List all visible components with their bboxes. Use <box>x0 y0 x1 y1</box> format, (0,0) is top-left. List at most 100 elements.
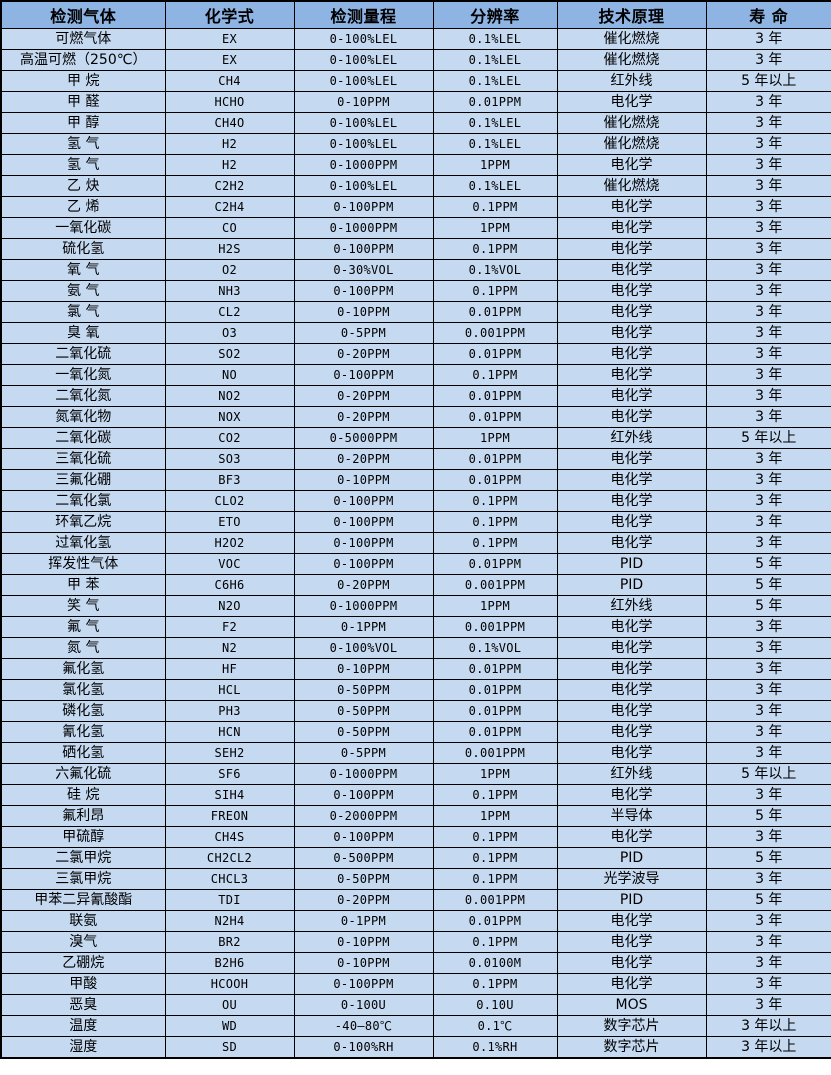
cell-life: 3 年 <box>705 826 831 848</box>
column-header-formula: 化学式 <box>164 0 295 29</box>
cell-res: 0.01PPM <box>432 385 558 407</box>
cell-tech: 电化学 <box>556 511 707 533</box>
cell-range: 0-100PPM <box>293 196 434 218</box>
cell-life: 3 年以上 <box>705 1036 831 1059</box>
cell-life: 5 年 <box>705 847 831 869</box>
cell-formula: H2O2 <box>164 532 295 554</box>
cell-range: 0-100PPM <box>293 973 434 995</box>
column-header-resolution: 分辨率 <box>432 0 558 29</box>
cell-tech: 红外线 <box>556 427 707 449</box>
cell-res: 0.01PPM <box>432 343 558 365</box>
table-header: 检测气体 化学式 检测量程 分辨率 技术原理 寿 命 <box>0 0 831 29</box>
table-body: 可燃气体 EX 0-100%LEL 0.1%LEL 催化燃烧 3 年高温可燃（250℃） E… <box>0 28 831 1059</box>
cell-life: 3 年以上 <box>705 1015 831 1037</box>
cell-range: 0-100%VOL <box>293 637 434 659</box>
cell-range: 0-100PPM <box>293 238 434 260</box>
cell-life: 3 年 <box>705 931 831 953</box>
table-row: 乙硼烷 B2H6 0-10PPM 0.0100M 电化学 3 年 <box>0 952 831 974</box>
cell-range: 0-20PPM <box>293 889 434 911</box>
table-row: 氟利昂 FREON 0-2000PPM 1PPM 半导体 5 年 <box>0 805 831 827</box>
cell-formula: EX <box>164 28 295 50</box>
cell-res: 0.1%RH <box>432 1036 558 1059</box>
cell-range: 0-500PPM <box>293 847 434 869</box>
cell-res: 1PPM <box>432 427 558 449</box>
table-row: 氰化氢 HCN 0-50PPM 0.01PPM 电化学 3 年 <box>0 721 831 743</box>
cell-life: 3 年 <box>705 994 831 1016</box>
cell-gas: 二氧化碳 <box>0 427 166 449</box>
table-row: 氮 气 N2 0-100%VOL 0.1%VOL 电化学 3 年 <box>0 637 831 659</box>
cell-range: 0-100%LEL <box>293 112 434 134</box>
table-row: 氢 气 H2 0-1000PPM 1PPM 电化学 3 年 <box>0 154 831 176</box>
cell-tech: 半导体 <box>556 805 707 827</box>
cell-life: 3 年 <box>705 238 831 260</box>
cell-formula: FREON <box>164 805 295 827</box>
cell-res: 0.01PPM <box>432 679 558 701</box>
cell-res: 0.1%LEL <box>432 70 558 92</box>
cell-range: 0-1000PPM <box>293 217 434 239</box>
cell-gas: 乙 炔 <box>0 175 166 197</box>
cell-life: 5 年 <box>705 805 831 827</box>
column-header-technology: 技术原理 <box>556 0 707 29</box>
cell-formula: O2 <box>164 259 295 281</box>
cell-gas: 六氟化硫 <box>0 763 166 785</box>
cell-res: 0.1PPM <box>432 931 558 953</box>
cell-gas: 一氧化碳 <box>0 217 166 239</box>
cell-range: 0-100PPM <box>293 364 434 386</box>
cell-life: 3 年 <box>705 616 831 638</box>
cell-res: 0.1PPM <box>432 784 558 806</box>
cell-gas: 三氧化硫 <box>0 448 166 470</box>
cell-res: 0.1PPM <box>432 196 558 218</box>
cell-life: 5 年 <box>705 595 831 617</box>
cell-range: 0-100PPM <box>293 511 434 533</box>
cell-gas: 氮氧化物 <box>0 406 166 428</box>
cell-life: 3 年 <box>705 28 831 50</box>
cell-formula: C6H6 <box>164 574 295 596</box>
cell-gas: 甲苯二异氰酸酯 <box>0 889 166 911</box>
table-row: 甲硫醇 CH4S 0-100PPM 0.1PPM 电化学 3 年 <box>0 826 831 848</box>
cell-tech: 催化燃烧 <box>556 175 707 197</box>
cell-range: 0-50PPM <box>293 868 434 890</box>
cell-life: 3 年 <box>705 973 831 995</box>
table-row: 臭 氧 O3 0-5PPM 0.001PPM 电化学 3 年 <box>0 322 831 344</box>
cell-gas: 氮 气 <box>0 637 166 659</box>
cell-res: 0.10U <box>432 994 558 1016</box>
cell-life: 3 年 <box>705 721 831 743</box>
cell-formula: SEH2 <box>164 742 295 764</box>
table-row: 氯 气 CL2 0-10PPM 0.01PPM 电化学 3 年 <box>0 301 831 323</box>
cell-res: 1PPM <box>432 595 558 617</box>
cell-gas: 二氯甲烷 <box>0 847 166 869</box>
table-row: 乙 炔 C2H2 0-100%LEL 0.1%LEL 催化燃烧 3 年 <box>0 175 831 197</box>
cell-res: 0.01PPM <box>432 553 558 575</box>
cell-life: 3 年 <box>705 868 831 890</box>
cell-tech: PID <box>556 574 707 596</box>
cell-gas: 氧 气 <box>0 259 166 281</box>
cell-range: 0-1000PPM <box>293 595 434 617</box>
cell-range: 0-1000PPM <box>293 154 434 176</box>
cell-life: 3 年 <box>705 742 831 764</box>
cell-gas: 过氧化氢 <box>0 532 166 554</box>
cell-gas: 氨 气 <box>0 280 166 302</box>
cell-formula: CLO2 <box>164 490 295 512</box>
cell-tech: 电化学 <box>556 910 707 932</box>
cell-tech: 红外线 <box>556 763 707 785</box>
cell-life: 3 年 <box>705 385 831 407</box>
table-row: 甲 苯 C6H6 0-20PPM 0.001PPM PID 5 年 <box>0 574 831 596</box>
cell-formula: HCHO <box>164 91 295 113</box>
cell-gas: 氟 气 <box>0 616 166 638</box>
cell-tech: 电化学 <box>556 616 707 638</box>
cell-gas: 甲 醇 <box>0 112 166 134</box>
cell-tech: 催化燃烧 <box>556 112 707 134</box>
cell-range: 0-100PPM <box>293 784 434 806</box>
cell-tech: 电化学 <box>556 343 707 365</box>
table-row: 过氧化氢 H2O2 0-100PPM 0.1PPM 电化学 3 年 <box>0 532 831 554</box>
cell-formula: F2 <box>164 616 295 638</box>
cell-life: 3 年 <box>705 217 831 239</box>
cell-gas: 可燃气体 <box>0 28 166 50</box>
cell-gas: 氯化氢 <box>0 679 166 701</box>
cell-gas: 环氧乙烷 <box>0 511 166 533</box>
cell-formula: WD <box>164 1015 295 1037</box>
cell-tech: 光学波导 <box>556 868 707 890</box>
column-header-range: 检测量程 <box>293 0 434 29</box>
table-row: 笑 气 N2O 0-1000PPM 1PPM 红外线 5 年 <box>0 595 831 617</box>
